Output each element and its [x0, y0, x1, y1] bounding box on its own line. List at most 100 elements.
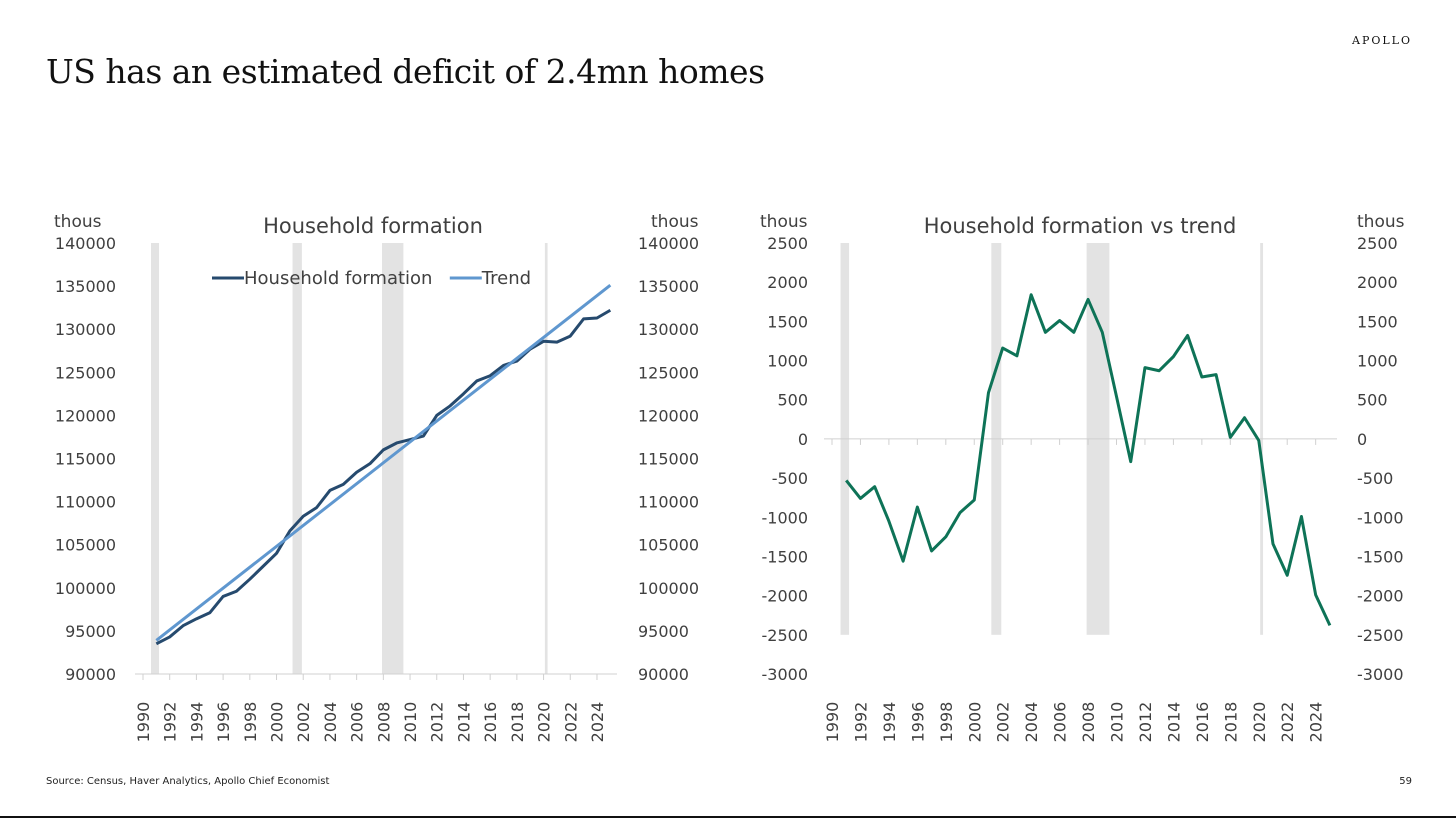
- x-tick-label: 2020: [1250, 702, 1269, 743]
- y-axis-unit-right: thous: [651, 212, 699, 232]
- x-tick-label: 2008: [374, 702, 393, 743]
- x-tick-label: 2012: [428, 702, 447, 743]
- chart-title: Household formation: [263, 214, 483, 238]
- y-tick-right: 1000: [1357, 352, 1398, 371]
- recession-shading: [382, 243, 404, 674]
- y-tick-right: -2000: [1357, 587, 1404, 606]
- y-tick-right: 100000: [638, 579, 699, 598]
- y-tick-right: 125000: [638, 363, 699, 382]
- y-tick-right: 135000: [638, 277, 699, 296]
- page-title: US has an estimated deficit of 2.4mn hom…: [46, 52, 765, 91]
- y-tick-right: -2500: [1357, 626, 1404, 645]
- series-line-household-formation: [155, 308, 612, 646]
- y-tick-left: 115000: [55, 450, 116, 469]
- footer-divider: [0, 816, 1456, 818]
- x-tick-label: 2002: [294, 702, 313, 743]
- y-tick-left: 0: [798, 430, 808, 449]
- x-tick-label: 2004: [1022, 702, 1041, 743]
- y-tick-left: -500: [772, 469, 808, 488]
- y-axis-unit-right: thous: [1357, 212, 1405, 232]
- x-tick-label: 2000: [965, 702, 984, 743]
- y-tick-right: 110000: [638, 493, 699, 512]
- x-tick-label: 2014: [1164, 702, 1183, 743]
- y-tick-left: 90000: [65, 665, 116, 684]
- y-tick-right: 500: [1357, 391, 1388, 410]
- y-tick-left: 100000: [55, 579, 116, 598]
- y-tick-right: 2000: [1357, 273, 1398, 292]
- x-tick-label: 2006: [348, 702, 367, 743]
- y-tick-right: 120000: [638, 406, 699, 425]
- x-tick-label: 2010: [1108, 702, 1127, 743]
- x-tick-label: 2018: [1221, 702, 1240, 743]
- y-tick-left: 105000: [55, 536, 116, 555]
- y-tick-left: 130000: [55, 320, 116, 339]
- x-tick-label: 2002: [994, 702, 1013, 743]
- y-tick-right: -1000: [1357, 508, 1404, 527]
- y-tick-left: -3000: [762, 665, 809, 684]
- series-line-household-formation-vs-trend: [845, 293, 1332, 627]
- recession-shading: [151, 243, 160, 674]
- y-tick-right: -3000: [1357, 665, 1404, 684]
- y-tick-left: 135000: [55, 277, 116, 296]
- x-tick-label: 2018: [508, 702, 527, 743]
- y-tick-left: 140000: [55, 234, 116, 253]
- y-tick-left: -1000: [762, 508, 809, 527]
- x-tick-label: 2022: [1278, 702, 1297, 743]
- x-tick-label: 1994: [880, 702, 899, 743]
- y-axis-unit-left: thous: [54, 212, 102, 232]
- y-tick-right: 130000: [638, 320, 699, 339]
- x-tick-label: 2020: [535, 702, 554, 743]
- chart-title: Household formation vs trend: [924, 214, 1237, 238]
- x-tick-label: 2016: [1193, 702, 1212, 743]
- y-tick-left: 500: [777, 391, 808, 410]
- y-tick-right: -500: [1357, 469, 1393, 488]
- x-tick-label: 2004: [321, 702, 340, 743]
- y-tick-right: 90000: [638, 665, 689, 684]
- x-tick-label: 1998: [937, 702, 956, 743]
- x-tick-label: 1992: [161, 702, 180, 743]
- x-tick-label: 1990: [823, 702, 842, 743]
- x-tick-label: 2000: [268, 702, 287, 743]
- x-tick-label: 2022: [561, 702, 580, 743]
- y-tick-left: 2500: [767, 234, 808, 253]
- x-tick-label: 2016: [481, 702, 500, 743]
- y-tick-right: 95000: [638, 622, 689, 641]
- series-line-trend: [155, 284, 612, 642]
- brand-logo: APOLLO: [1352, 34, 1412, 47]
- x-tick-label: 1994: [187, 702, 206, 743]
- page-number: 59: [1399, 776, 1412, 787]
- x-tick-label: 1990: [134, 702, 153, 743]
- recession-shading: [544, 243, 548, 674]
- x-tick-label: 1996: [908, 702, 927, 743]
- x-tick-label: 2006: [1051, 702, 1070, 743]
- y-tick-right: 1500: [1357, 312, 1398, 331]
- x-tick-label: 2008: [1079, 702, 1098, 743]
- y-tick-left: 125000: [55, 363, 116, 382]
- y-tick-left: 110000: [55, 493, 116, 512]
- y-tick-right: 2500: [1357, 234, 1398, 253]
- x-tick-label: 2024: [588, 702, 607, 743]
- x-tick-label: 2012: [1136, 702, 1155, 743]
- y-tick-right: 140000: [638, 234, 699, 253]
- y-tick-right: -1500: [1357, 547, 1404, 566]
- source-note: Source: Census, Haver Analytics, Apollo …: [46, 776, 330, 787]
- y-tick-left: 1000: [767, 352, 808, 371]
- recession-shading: [292, 243, 302, 674]
- x-tick-label: 1996: [214, 702, 233, 743]
- y-tick-left: 95000: [65, 622, 116, 641]
- y-tick-right: 0: [1357, 430, 1367, 449]
- y-axis-unit-left: thous: [760, 212, 808, 232]
- y-tick-left: -2500: [762, 626, 809, 645]
- y-tick-left: 120000: [55, 406, 116, 425]
- y-tick-left: -2000: [762, 587, 809, 606]
- legend-label: Household formation: [244, 268, 432, 289]
- x-tick-label: 2014: [454, 702, 473, 743]
- x-tick-label: 1998: [241, 702, 260, 743]
- y-tick-right: 115000: [638, 450, 699, 469]
- y-tick-left: 1500: [767, 312, 808, 331]
- x-tick-label: 2024: [1307, 702, 1326, 743]
- x-tick-label: 1992: [851, 702, 870, 743]
- legend-label: Trend: [481, 268, 531, 289]
- y-tick-left: 2000: [767, 273, 808, 292]
